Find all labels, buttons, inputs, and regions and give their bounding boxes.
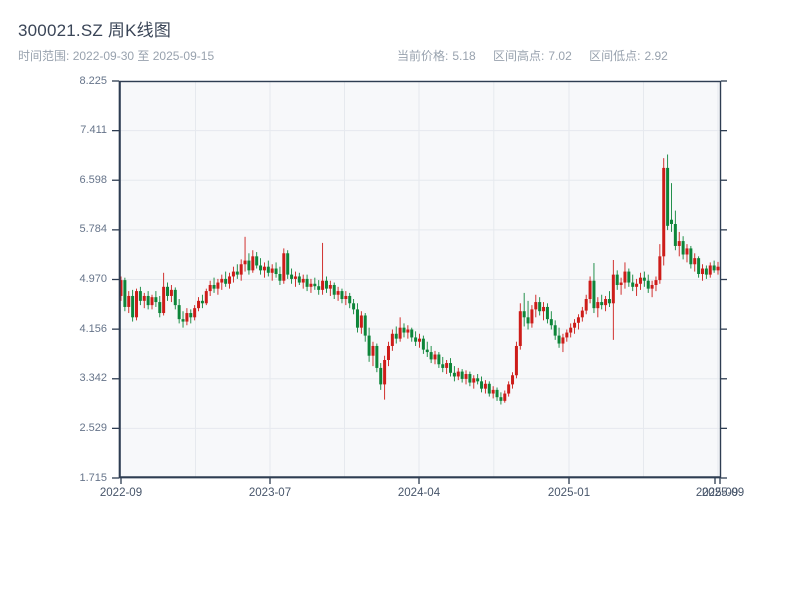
x-tick-label: 2024-04 [397,487,441,499]
date-range-caption: 时间范围: [18,49,70,63]
x-tick-label: 2025-09 [701,487,745,499]
y-tick-label: 6.598 [79,173,107,186]
y-tick-label: 3.342 [79,372,107,385]
y-tick-label: 2.529 [79,421,107,434]
range-high-value: 7.02 [548,49,572,63]
date-range-label: 时间范围: 2022-09-30 至 2025-09-15 [18,47,214,64]
price-stats: 当前价格: 5.18 区间高点: 7.02 区间低点: 2.92 [397,47,682,64]
current-price-value: 5.18 [452,49,476,63]
kline-chart [112,80,727,484]
range-low-value: 2.92 [644,49,668,63]
x-tick-label: 2022-09 [99,487,143,499]
x-tick-label: 2025-09 [695,487,739,499]
range-high-stat: 区间高点: 7.02 [493,49,572,63]
y-tick-label: 7.411 [80,124,107,137]
x-tick-label: 2025-01 [547,487,591,499]
x-tick-label: 2023-07 [248,487,292,499]
current-price-stat: 当前价格: 5.18 [397,49,476,63]
date-range-value: 2022-09-30 至 2025-09-15 [72,49,215,63]
y-tick-label: 4.970 [79,273,107,285]
y-tick-label: 5.784 [79,223,107,236]
range-low-stat: 区间低点: 2.92 [589,49,668,63]
y-tick-label: 8.225 [79,74,107,87]
y-tick-label: 1.715 [79,471,107,484]
y-tick-label: 4.156 [79,322,107,335]
page-title: 300021.SZ 周K线图 [18,21,172,40]
